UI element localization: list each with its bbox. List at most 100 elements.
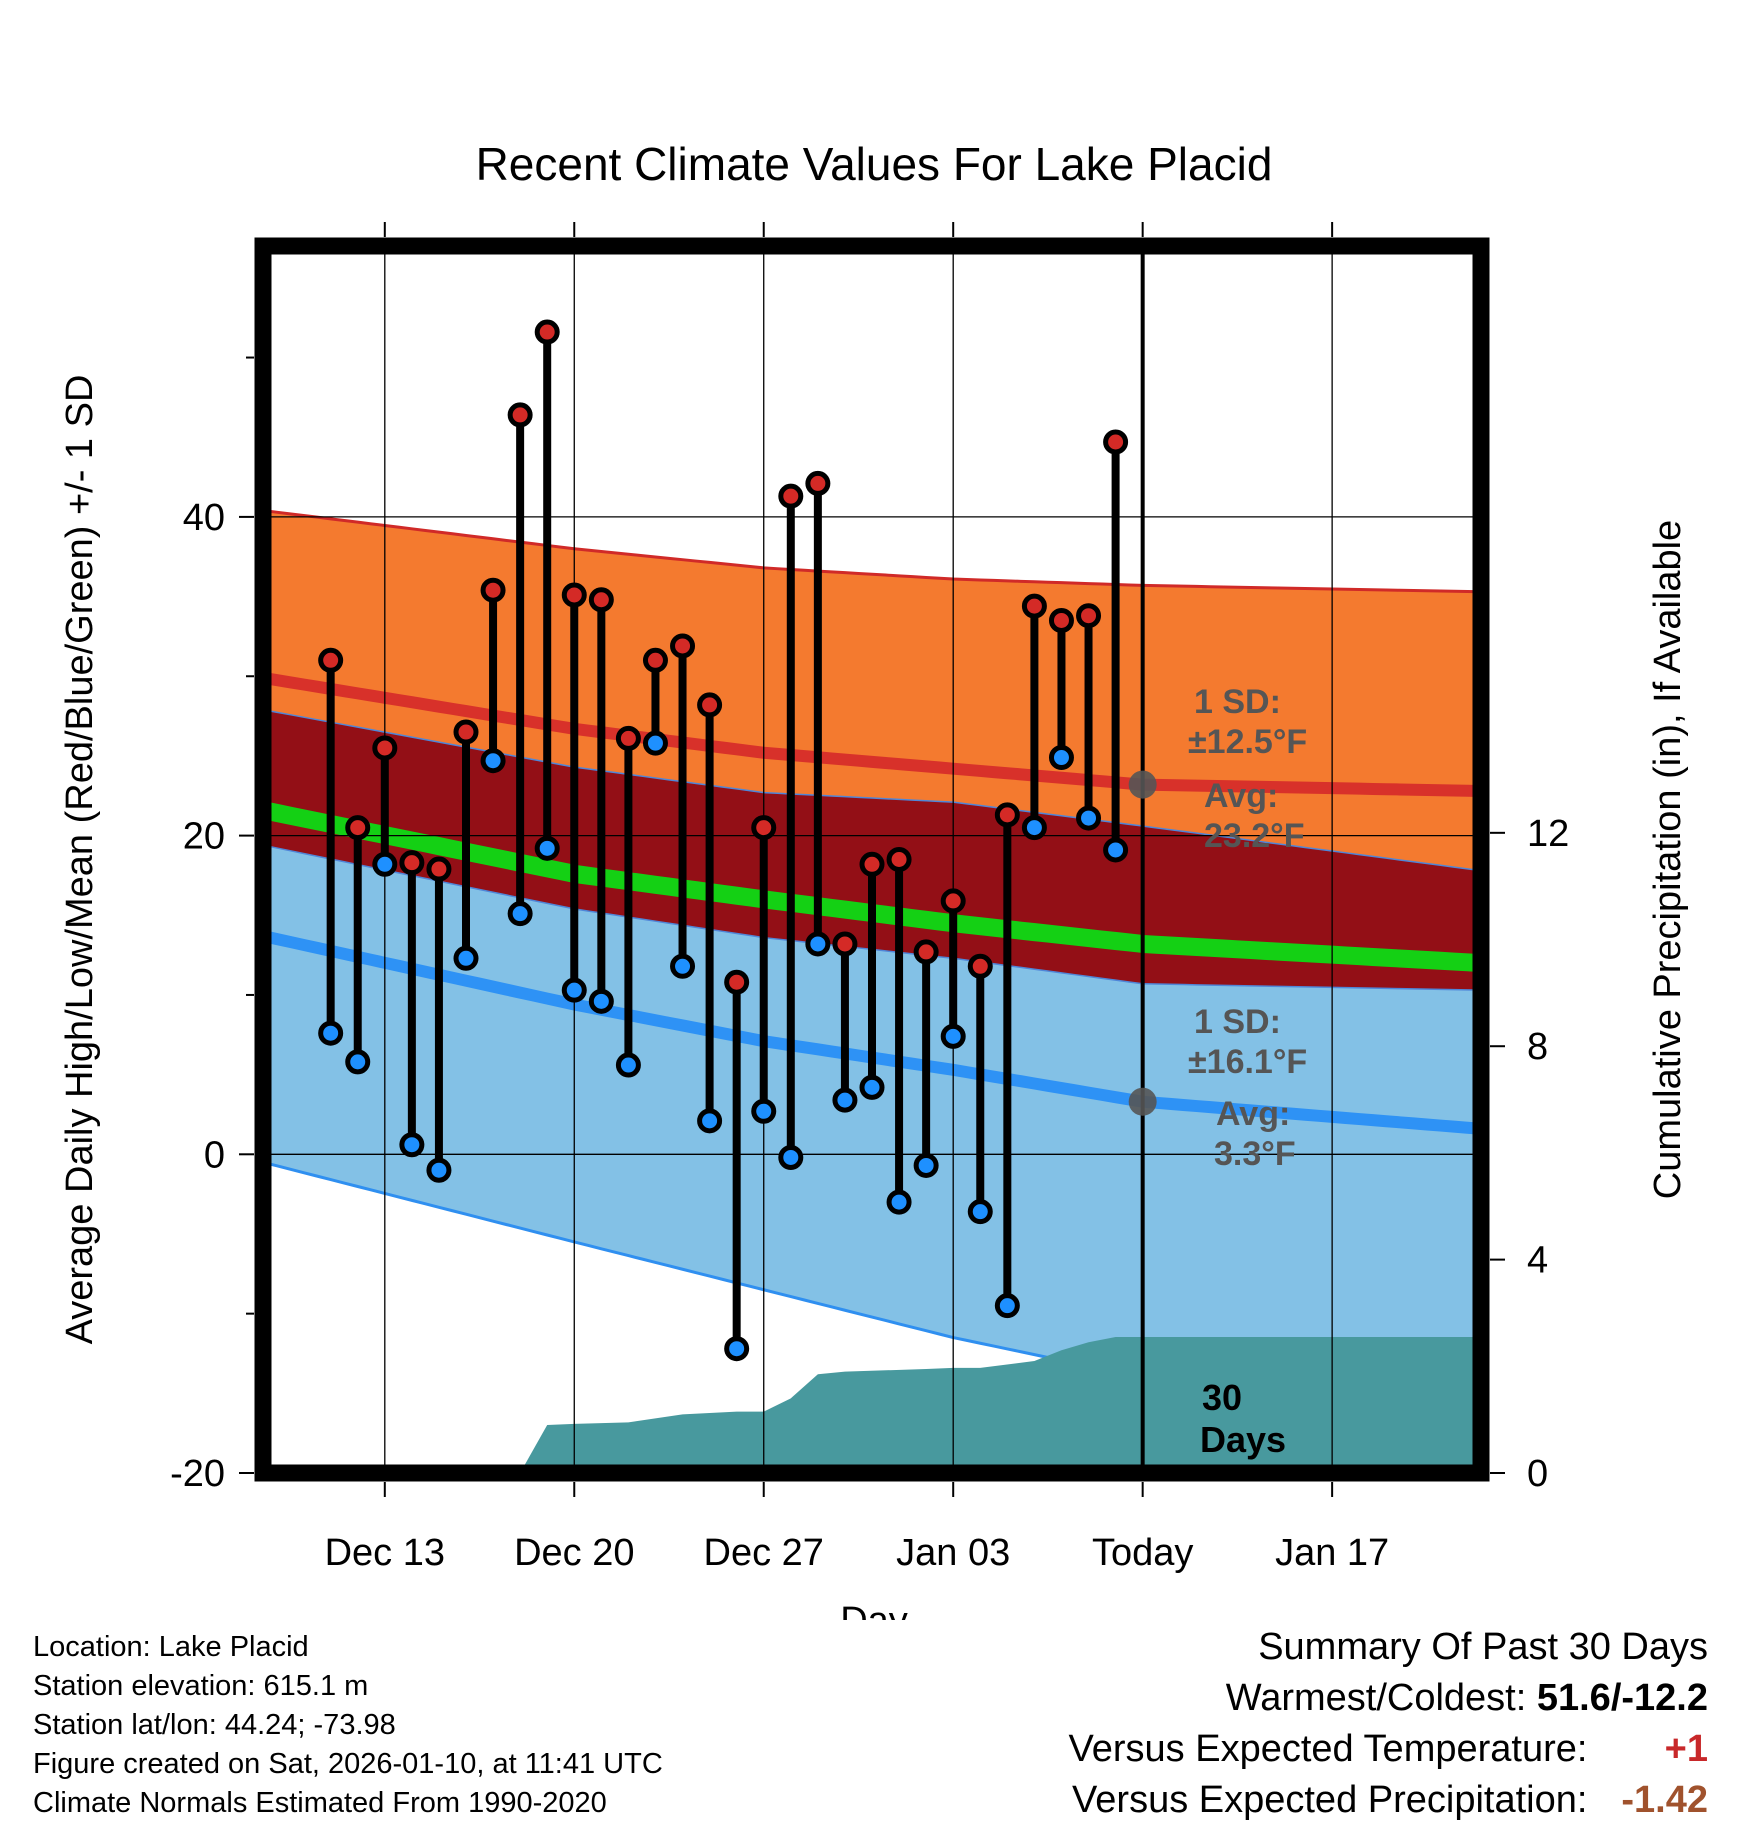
daily-high-point	[480, 577, 506, 603]
daily-low-point	[859, 1074, 885, 1100]
daily-high-point	[642, 647, 668, 673]
precip-value: -1.42	[1621, 1779, 1708, 1821]
x-tick-label: Dec 27	[704, 1532, 824, 1574]
meta-elevation: Station elevation: 615.1 m	[33, 1670, 369, 1702]
overlap-band	[263, 709, 1481, 991]
daily-high-point	[372, 735, 398, 761]
summary-title: Summary Of Past 30 Days	[1258, 1626, 1708, 1668]
daily-high-point	[967, 953, 993, 979]
y-tick-label: 40	[183, 497, 225, 539]
daily-low-point	[318, 1020, 344, 1046]
daily-high-point	[399, 850, 425, 876]
daily-high-point	[561, 582, 587, 608]
daily-high-point	[751, 815, 777, 841]
daily-low-point	[480, 748, 506, 774]
daily-low-point	[642, 730, 668, 756]
y-axis-title: Average Daily High/Low/Mean (Red/Blue/Gr…	[59, 375, 101, 1345]
daily-low-point	[588, 988, 614, 1014]
daily-low-point	[1021, 815, 1047, 841]
y2-tick-label: 0	[1527, 1453, 1548, 1495]
daily-high-point	[859, 851, 885, 877]
daily-low-point	[372, 851, 398, 877]
summary-temperature: Versus Expected Temperature: +1	[1069, 1724, 1708, 1775]
normal-bands	[263, 509, 1481, 1389]
daily-low-point	[805, 931, 831, 957]
daily-high-point	[615, 725, 641, 751]
summary-panel: Summary Of Past 30 Days Warmest/Coldest:…	[1069, 1622, 1708, 1826]
daily-low-point	[670, 953, 696, 979]
temp-value: +1	[1664, 1728, 1708, 1770]
high-avg-line	[263, 671, 1481, 797]
precip-days-label: Days	[1200, 1419, 1286, 1460]
meta-created: Figure created on Sat, 2026-01-10, at 11…	[33, 1748, 663, 1780]
warmest-label: Warmest/Coldest:	[1225, 1677, 1527, 1719]
y-tick-label: -20	[170, 1453, 225, 1495]
daily-high-point	[805, 470, 831, 496]
low-avg-value: 3.3°F	[1214, 1135, 1296, 1173]
daily-low-point	[967, 1199, 993, 1225]
climate-chart: Recent Climate Values For Lake Placid 1 …	[59, 138, 1689, 1620]
daily-low-point	[994, 1293, 1020, 1319]
daily-high-point	[345, 815, 371, 841]
daily-high-point	[994, 802, 1020, 828]
precip-label: Versus Expected Precipitation:	[1072, 1779, 1588, 1821]
high-sd-upper-line	[263, 509, 1481, 594]
y-tick-label: 0	[204, 1134, 225, 1176]
daily-high-point	[940, 888, 966, 914]
y-axis-right: 0 4 8 12	[1490, 813, 1569, 1495]
daily-low-point	[832, 1087, 858, 1113]
daily-high-point	[507, 402, 533, 428]
precip-days-number: 30	[1202, 1377, 1242, 1418]
x-tick-label: Jan 03	[896, 1532, 1010, 1574]
daily-low-point	[913, 1152, 939, 1178]
daily-high-point	[1048, 607, 1074, 633]
daily-low-point	[345, 1049, 371, 1075]
daily-high-point	[318, 647, 344, 673]
daily-low-point	[886, 1189, 912, 1215]
meta-latlon: Station lat/lon: 44.24; -73.98	[33, 1709, 396, 1741]
high-avg-marker	[1128, 770, 1157, 799]
summary-warmest: Warmest/Coldest: 51.6/-12.2	[1069, 1673, 1708, 1724]
meta-normals: Climate Normals Estimated From 1990-2020	[33, 1787, 607, 1819]
x-tick-label: Jan 17	[1275, 1532, 1389, 1574]
daily-low-point	[561, 977, 587, 1003]
y2-axis-title: Cumulative Precipitation (in), If Availa…	[1647, 520, 1689, 1199]
daily-low-point	[399, 1132, 425, 1158]
daily-high-point	[534, 319, 560, 345]
y-axis-left: -20 0 20 40	[170, 356, 254, 1495]
daily-low-point	[751, 1098, 777, 1124]
daily-low-point	[1076, 805, 1102, 831]
x-tick-label: Dec 13	[325, 1532, 445, 1574]
meta-location: Location: Lake Placid	[33, 1631, 309, 1663]
low-sd-label: 1 SD:	[1194, 1003, 1281, 1041]
x-tick-label: Dec 20	[514, 1532, 634, 1574]
daily-high-point	[1103, 429, 1129, 455]
daily-low-point	[453, 945, 479, 971]
daily-high-point	[1076, 603, 1102, 629]
daily-low-point	[697, 1108, 723, 1134]
high-avg-label: Avg:	[1204, 777, 1278, 815]
daily-high-point	[453, 719, 479, 745]
daily-high-point	[832, 931, 858, 957]
daily-low-point	[615, 1052, 641, 1078]
high-sd-label: 1 SD:	[1194, 683, 1281, 721]
daily-low-point	[507, 901, 533, 927]
x-axis: Dec 13 Dec 20 Dec 27 Jan 03 Today Jan 17	[325, 222, 1389, 1574]
high-sd-value: ±12.5°F	[1188, 723, 1307, 761]
x-axis-title: Day	[840, 1600, 908, 1620]
daily-low-point	[1048, 745, 1074, 771]
y-tick-label: 20	[183, 816, 225, 858]
daily-low-point	[940, 1023, 966, 1049]
daily-high-point	[1021, 593, 1047, 619]
chart-title: Recent Climate Values For Lake Placid	[476, 138, 1273, 190]
y2-tick-label: 8	[1527, 1026, 1548, 1068]
plot-frame	[254, 237, 1490, 1482]
temp-label: Versus Expected Temperature:	[1068, 1728, 1588, 1770]
warmest-value: 51.6/-12.2	[1536, 1677, 1708, 1719]
low-avg-marker	[1128, 1087, 1157, 1116]
low-avg-label: Avg:	[1216, 1095, 1290, 1133]
daily-high-point	[426, 856, 452, 882]
daily-low-point	[724, 1336, 750, 1362]
daily-points	[318, 319, 1129, 1362]
daily-high-point	[913, 939, 939, 965]
